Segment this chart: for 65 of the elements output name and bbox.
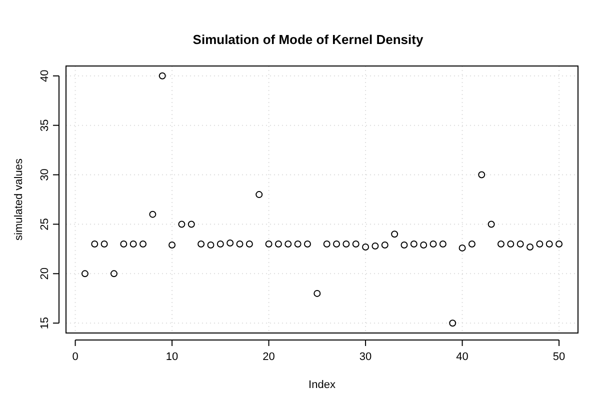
point	[352, 240, 360, 248]
chart-title: Simulation of Mode of Kernel Density	[192, 32, 424, 47]
point	[458, 244, 466, 252]
point	[168, 241, 176, 248]
point	[333, 240, 340, 248]
point	[488, 220, 495, 228]
y-tick-label: 30	[39, 168, 51, 181]
point	[178, 220, 186, 228]
point	[546, 240, 553, 248]
point	[100, 240, 108, 248]
point	[294, 240, 302, 248]
point	[274, 240, 282, 248]
x-tick-label: 40	[456, 351, 468, 363]
point	[323, 240, 330, 248]
point	[158, 72, 166, 80]
point	[284, 240, 292, 248]
point	[556, 240, 563, 248]
x-tick-label: 50	[552, 351, 566, 363]
x-tick-label: 20	[262, 351, 275, 363]
point	[430, 240, 437, 248]
point	[410, 240, 418, 248]
point	[236, 240, 244, 248]
point	[188, 220, 195, 228]
y-tick-label: 20	[39, 268, 51, 280]
point	[149, 210, 156, 218]
y-tick-label: 35	[39, 119, 51, 132]
point	[526, 243, 534, 250]
y-tick-label: 40	[39, 70, 51, 82]
x-tick-label: 0	[72, 351, 78, 363]
point	[314, 290, 321, 297]
point	[140, 240, 147, 248]
point	[120, 240, 128, 248]
y-axis-title: simulated values	[13, 158, 25, 240]
point	[226, 240, 234, 247]
point	[207, 241, 214, 248]
point	[468, 240, 476, 248]
x-tick-label: 30	[359, 351, 372, 363]
point	[304, 240, 311, 248]
point	[507, 240, 514, 248]
point	[110, 270, 118, 278]
point	[439, 240, 446, 248]
point	[449, 320, 456, 327]
x-axis-title: Index	[308, 379, 336, 391]
point	[372, 242, 379, 250]
point	[216, 240, 224, 248]
y-tick-label: 15	[39, 316, 51, 330]
point	[265, 240, 272, 248]
point	[391, 230, 398, 238]
point	[400, 241, 408, 248]
point	[478, 171, 486, 178]
x-tick-label: 10	[166, 351, 178, 363]
point	[536, 240, 544, 248]
point	[342, 240, 350, 248]
point	[497, 240, 504, 248]
point	[91, 240, 98, 248]
point	[381, 241, 388, 248]
point	[246, 240, 253, 248]
point	[256, 191, 263, 198]
point	[81, 270, 88, 278]
point	[130, 240, 137, 248]
point	[362, 243, 370, 250]
point	[420, 241, 428, 248]
y-tick-label: 25	[39, 218, 51, 230]
point	[198, 240, 205, 248]
point	[516, 240, 524, 248]
